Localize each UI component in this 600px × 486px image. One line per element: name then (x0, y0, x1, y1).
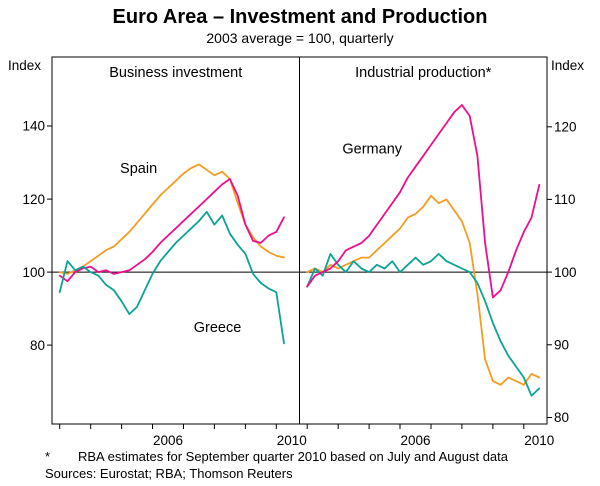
panel-right: 80 90 100 110 120 2006 2010 Industrial producti… (306, 65, 577, 448)
series-line-greece (306, 252, 541, 397)
chart-subtitle: 2003 average = 100, quarterly (206, 30, 393, 46)
panel-left: 80 100 120 140 2006 2010 Business investment Sp… (22, 65, 306, 448)
series-line-greece (58, 210, 285, 345)
axis-label-left: Index (8, 58, 41, 73)
series-label-spain: Spain (120, 161, 157, 177)
x-tick-label: 2006 (153, 433, 183, 448)
chart-title: Euro Area – Investment and Production (113, 6, 488, 28)
panel-title: Industrial production* (355, 65, 492, 81)
x-tick-label: 2006 (400, 433, 430, 448)
y-tick-label: 80 (554, 410, 569, 425)
axis-label-right: Index (551, 58, 584, 73)
plot-area: 80 100 120 140 2006 2010 Business investment Sp… (22, 56, 577, 448)
series-line-germany (306, 104, 541, 299)
series-label-greece: Greece (194, 320, 242, 336)
y-tick-label: 100 (22, 265, 45, 280)
series-line-spain (58, 163, 285, 275)
y-tick-label: 90 (554, 338, 569, 353)
footnote-text: RBA estimates for September quarter 2010… (78, 449, 509, 464)
series-label-germany: Germany (342, 142, 402, 158)
footnote-marker: * (45, 449, 50, 464)
y-tick-label: 100 (554, 265, 577, 280)
x-tick-label: 2010 (277, 433, 307, 448)
series-line-spain (306, 194, 541, 386)
y-tick-label: 120 (554, 120, 577, 135)
series-line-germany (58, 178, 285, 283)
y-tick-label: 80 (30, 338, 45, 353)
y-tick-label: 140 (22, 119, 45, 134)
x-tick-label: 2010 (524, 433, 554, 448)
y-tick-label: 120 (22, 192, 45, 207)
panel-title: Business investment (109, 65, 242, 81)
sources-text: Sources: Eurostat; RBA; Thomson Reuters (45, 466, 293, 481)
y-tick-label: 110 (554, 192, 576, 207)
